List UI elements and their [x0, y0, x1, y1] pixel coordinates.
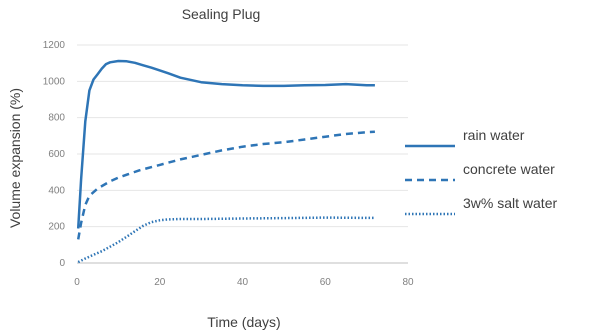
- y-tick-label: 1000: [43, 76, 66, 87]
- series-line-1: [76, 59, 375, 229]
- y-axis-title: Volume expansion (%): [7, 88, 23, 228]
- legend: rain water concrete water 3w% salt water: [405, 127, 557, 216]
- legend-label-2: concrete water: [463, 161, 555, 177]
- x-axis-title: Time (days): [207, 314, 280, 330]
- gridlines: [77, 44, 408, 264]
- series-line-2: [76, 130, 375, 240]
- y-tick-label: 0: [59, 258, 65, 269]
- y-axis-ticks: 0 200 400 600 800 1000 1200: [43, 40, 66, 269]
- legend-label-1: rain water: [463, 127, 525, 143]
- x-tick-label: 20: [154, 277, 166, 288]
- x-axis-ticks: 0 20 40 60 80: [74, 277, 414, 288]
- legend-label-3: 3w% salt water: [463, 195, 557, 211]
- y-tick-label: 600: [48, 149, 65, 160]
- x-tick-label: 60: [320, 277, 332, 288]
- y-tick-label: 800: [48, 113, 65, 124]
- y-tick-label: 400: [48, 185, 65, 196]
- chart-title: Sealing Plug: [182, 6, 261, 22]
- series-line-3: [77, 216, 375, 264]
- x-tick-label: 80: [402, 277, 414, 288]
- y-tick-label: 1200: [43, 40, 66, 51]
- series-lines: [76, 59, 375, 264]
- x-tick-label: 0: [74, 277, 80, 288]
- x-tick-label: 40: [237, 277, 249, 288]
- y-tick-label: 200: [48, 222, 65, 233]
